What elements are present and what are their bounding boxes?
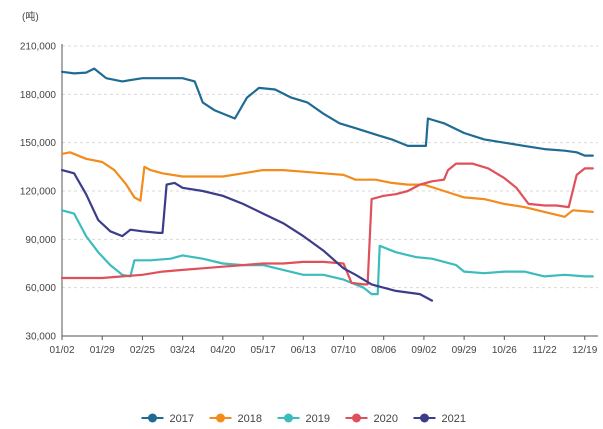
y-unit-label: (吨) xyxy=(22,10,39,23)
x-tick-label: 04/20 xyxy=(210,345,235,356)
legend: 2017 2018 2019 2020 2021 xyxy=(141,413,466,425)
y-tick-label: 210,000 xyxy=(20,42,57,53)
legend-label: 2020 xyxy=(374,413,398,425)
axes xyxy=(61,44,598,340)
series-line-2020 xyxy=(60,162,594,286)
y-tick-label: 30,000 xyxy=(25,332,56,343)
legend-item-2017[interactable]: 2017 xyxy=(141,413,194,425)
legend-swatch-marker xyxy=(216,413,225,423)
y-tick-label: 60,000 xyxy=(25,283,56,294)
x-tick-label: 01/29 xyxy=(90,345,115,356)
legend-item-2018[interactable]: 2018 xyxy=(209,413,262,425)
x-tick-label: 03/24 xyxy=(170,345,195,356)
legend-item-2021[interactable]: 2021 xyxy=(413,413,466,425)
x-tick-label: 05/17 xyxy=(251,345,276,356)
x-tick-label: 09/29 xyxy=(452,345,477,356)
legend-label: 2018 xyxy=(238,413,262,425)
x-tick-label: 07/10 xyxy=(331,345,356,356)
x-tick-label: 12/19 xyxy=(572,345,597,356)
x-tick-label: 11/22 xyxy=(532,345,557,356)
legend-swatch-marker xyxy=(352,413,361,423)
legend-swatch-marker xyxy=(148,413,157,423)
series-line-2019 xyxy=(60,209,594,296)
legend-item-2019[interactable]: 2019 xyxy=(277,413,330,425)
gridlines xyxy=(62,45,598,289)
x-tick-labels: 01/02 01/29 02/25 03/24 04/20 05/17 06/13 07/10… xyxy=(49,345,597,356)
x-tick-label: 08/06 xyxy=(371,345,396,356)
x-tick-label: 06/13 xyxy=(291,345,316,356)
y-tick-labels: 30,000 60,000 90,000 120,000 150,000 180,000 2… xyxy=(20,42,57,343)
x-tick-label: 01/02 xyxy=(49,345,74,356)
legend-label: 2019 xyxy=(306,413,330,425)
legend-label: 2021 xyxy=(442,413,466,425)
legend-label: 2017 xyxy=(170,413,194,425)
x-tick-label: 09/02 xyxy=(411,345,436,356)
x-tick-label: 10/26 xyxy=(492,345,517,356)
y-tick-label: 150,000 xyxy=(20,138,57,149)
series-line-2017 xyxy=(60,67,594,157)
legend-item-2020[interactable]: 2020 xyxy=(345,413,398,425)
series-line-2018 xyxy=(60,151,594,218)
y-tick-label: 180,000 xyxy=(20,90,57,101)
series-line-2021 xyxy=(60,169,434,302)
series-lines xyxy=(60,67,594,302)
y-tick-label: 90,000 xyxy=(25,235,56,246)
y-tick-label: 120,000 xyxy=(20,187,57,198)
x-tick-label: 02/25 xyxy=(130,345,155,356)
legend-swatch-marker xyxy=(420,413,429,423)
legend-swatch-marker xyxy=(284,413,293,423)
